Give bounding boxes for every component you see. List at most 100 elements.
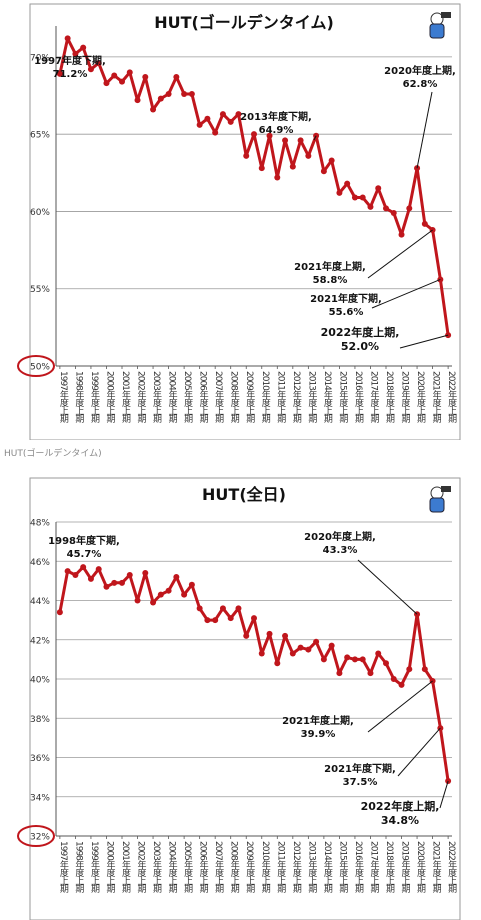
data-point [111,72,118,79]
y-tick-label: 65% [30,131,50,141]
x-tick-label: 2011年度上期 [275,371,286,424]
data-point [406,205,413,212]
data-point [274,660,281,667]
y-tick-label: 34% [30,793,50,803]
y-tick-label: 46% [30,558,50,568]
data-point [219,605,226,612]
data-point [56,70,63,77]
leader-line [399,334,449,349]
data-point [204,617,211,624]
leader-line [371,278,441,309]
data-point [181,91,188,97]
chart-golden: 50% 55% 60% 65% 70% 1997年度上期 1998年度上期 1999年度上期 2… [17,3,461,440]
x-tick-label: 2014年度上期 [322,841,333,894]
data-point [336,670,343,677]
x-tick-label: 2000年度上期 [104,841,115,894]
leader-line [416,91,433,169]
data-point [421,220,428,227]
data-point [134,97,141,104]
mascot-body [429,497,445,513]
data-point [150,106,157,113]
data-point [251,131,257,138]
x-tick-label: 2021年度上期 [431,841,442,894]
data-point [119,579,125,586]
data-label: 2020年度上期, 62.8% [384,64,456,90]
data-point [227,118,234,125]
data-point [80,564,87,571]
data-label: 2013年度下期, 64.9% [240,110,312,136]
x-tick-label: 2015年度上期 [337,841,348,894]
data-label: 2021年度上期, 58.8% [294,260,366,286]
x-tick-label: 2002年度上期 [136,841,147,894]
data-point [157,591,164,598]
x-tick-label: 2000年度上期 [104,371,115,424]
y-tick-label: 55% [30,285,50,295]
leader-line [313,135,317,141]
leader-line [439,780,449,809]
data-point [289,650,296,657]
data-point [196,605,203,612]
x-tick-label: 2003年度上期 [151,841,162,894]
data-point [243,632,250,639]
x-tick-label: 2005年度上期 [182,841,193,894]
data-point [103,583,110,590]
data-point [204,115,211,122]
data-point [383,205,389,212]
x-tick-label: 2016年度上期 [353,371,364,424]
x-tick-label: 2007年度上期 [213,841,224,894]
x-tick-label: 2010年度上期 [260,371,271,424]
data-point [305,152,312,159]
x-tick-label: 2012年度上期 [291,841,302,894]
x-tick-label: 2012年度上期 [291,371,302,424]
data-point [344,654,351,661]
mascot-icon [429,12,451,39]
data-label: 1997年度下期, 71.2% [34,54,106,80]
mascot-body [429,23,445,39]
x-tick-label: 2015年度上期 [337,371,348,424]
data-point [142,570,149,577]
x-tick-label: 1999年度上期 [89,371,100,424]
data-point [235,605,242,612]
x-tick-label: 2004年度上期 [167,371,178,424]
data-point [165,91,172,97]
chart-frame [29,3,461,440]
mascot-hat [441,12,451,18]
x-tick-label: 2010年度上期 [260,841,271,894]
y-tick-label: 42% [30,636,50,646]
data-point [87,66,94,73]
data-point [336,189,343,196]
x-tick-label: 2009年度上期 [244,371,255,424]
data-point [406,666,413,673]
data-point [289,163,296,170]
chart-caption: HUT(ゴールデンタイム) [4,449,102,459]
y-tick-label: 44% [30,597,50,607]
x-tick-label: 2017年度上期 [368,371,379,424]
x-tick-label: 2008年度上期 [229,841,240,894]
data-point [320,656,327,663]
data-label: 2021年度下期, 37.5% [324,762,396,788]
x-tick-label: 2017年度上期 [368,841,379,894]
data-point [150,599,157,606]
data-point [235,111,242,118]
data-point [219,111,226,118]
data-point [72,571,79,578]
chart-panel-golden: 50% 55% 60% 65% 70% 1997年度上期 1998年度上期 1999年度上期 2… [0,0,481,440]
data-point [266,630,273,637]
data-point [266,132,273,139]
x-tick-label: 2008年度上期 [229,371,240,424]
data-point [375,650,382,657]
data-point [188,91,195,97]
highlight-circle [17,355,55,377]
data-point [359,656,366,663]
chart-allday: 32% 34% 36% 38% 40% 42% 44% 46% 48% 1997年度上期 1998年… [17,477,461,920]
x-tick-label: 2006年度上期 [198,841,209,894]
data-point [212,129,219,136]
data-point [173,74,180,80]
x-tick-label: 2016年度上期 [353,841,364,894]
x-tick-label: 2009年度上期 [244,841,255,894]
x-tick-label: 2021年度上期 [431,371,442,424]
data-point [64,568,71,575]
x-tick-label: 1998年度上期 [73,371,84,424]
x-tick-label: 2011年度上期 [275,841,286,894]
data-point [134,597,141,604]
